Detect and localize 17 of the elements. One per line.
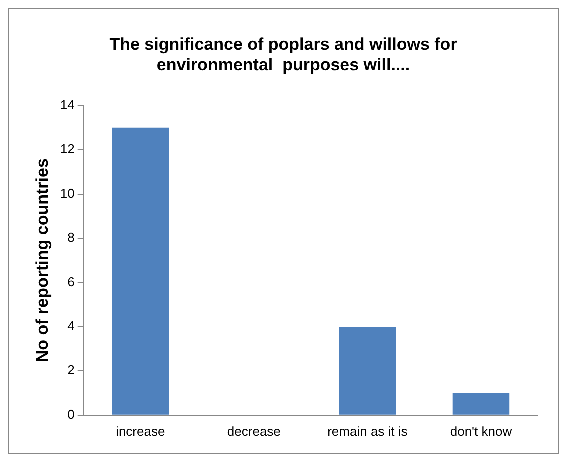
y-tick-label: 4	[68, 318, 75, 334]
bar	[339, 326, 396, 415]
x-tick-label: remain as it is	[328, 424, 408, 439]
y-tick-label: 8	[68, 230, 75, 246]
y-tick-label: 6	[68, 274, 75, 290]
y-tick-label: 0	[68, 406, 75, 422]
y-tick-label: 14	[60, 97, 75, 112]
bar	[112, 128, 170, 415]
y-tick-label: 12	[60, 142, 75, 157]
x-tick-label: don't know	[450, 424, 513, 439]
y-axis-title: No of reporting countries	[32, 158, 52, 363]
y-tick-label: 10	[60, 186, 75, 201]
x-tick-label: increase	[116, 424, 166, 439]
chart-title: The significance of poplars and willows for environmental purposes will....	[110, 34, 458, 74]
x-tick-label: decrease	[227, 424, 281, 439]
bar	[452, 393, 510, 415]
y-tick-label: 2	[68, 362, 75, 378]
